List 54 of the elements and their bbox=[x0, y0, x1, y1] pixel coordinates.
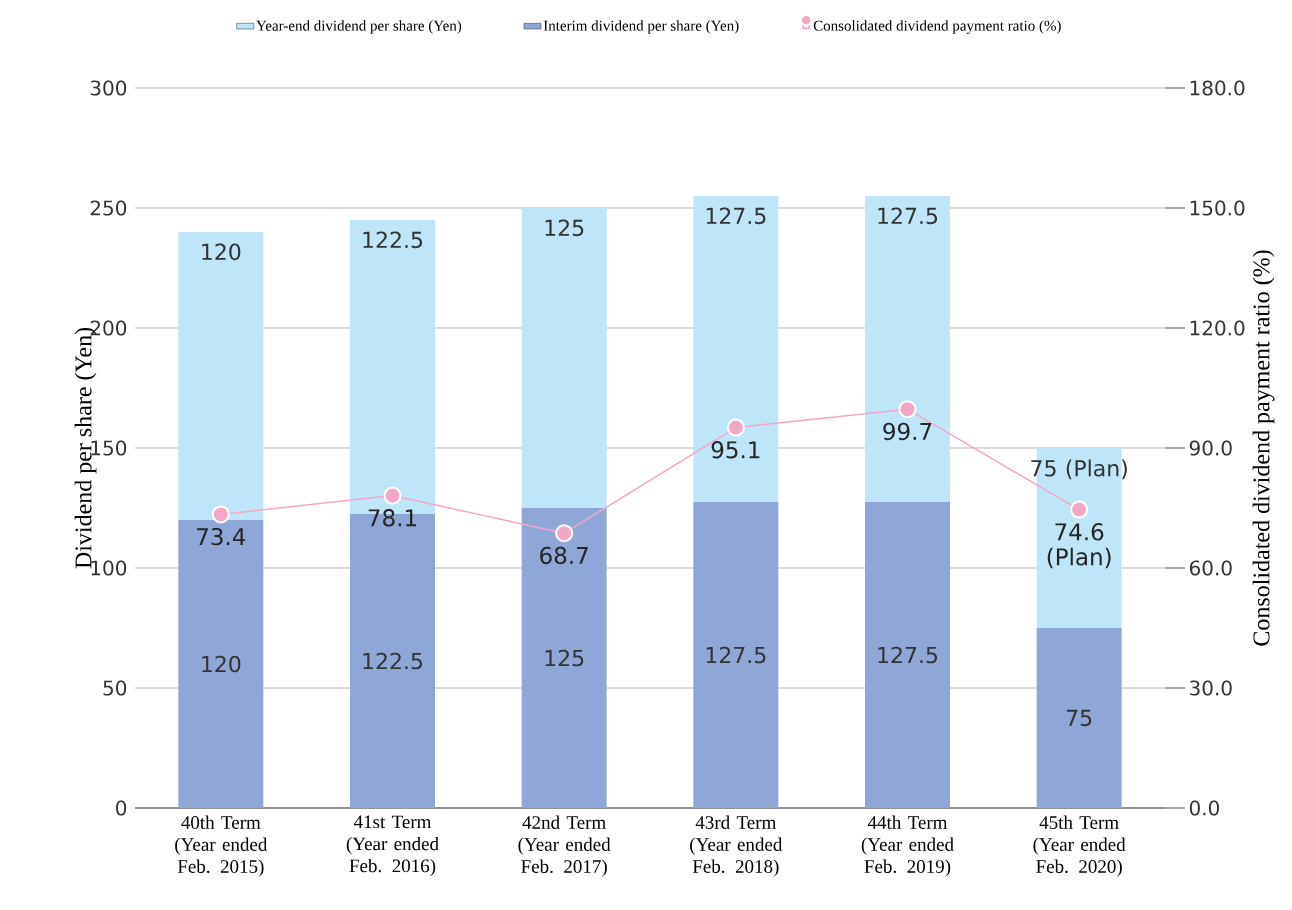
x-tick-label: 42nd Term (Year ended Feb. 2017) bbox=[518, 815, 611, 877]
y-tick-label: 300 bbox=[90, 80, 127, 96]
data-label: 127.5 bbox=[706, 207, 766, 225]
point bbox=[555, 524, 574, 543]
bar bbox=[693, 195, 779, 502]
y2-tick-label: 0.0 bbox=[1189, 800, 1219, 816]
data-label: 75 bbox=[1066, 709, 1092, 727]
legend-label: Year-end dividend per share (Yen) bbox=[256, 20, 462, 34]
x-tick-label: 40th Term (Year ended Feb. 2015) bbox=[175, 815, 268, 877]
bar bbox=[521, 508, 607, 808]
data-label: 120 bbox=[202, 243, 241, 261]
data-label: 127.5 bbox=[706, 646, 766, 664]
data-label: 78.1 bbox=[368, 509, 416, 527]
y-tick-label: 250 bbox=[90, 200, 127, 216]
bar bbox=[178, 520, 264, 808]
data-label: 120 bbox=[202, 655, 241, 673]
bar bbox=[864, 195, 950, 502]
data-label: 127.5 bbox=[878, 646, 938, 664]
x-tick-label: 44th Term (Year ended Feb. 2019) bbox=[861, 815, 954, 877]
data-label: 75 (Plan) bbox=[1031, 459, 1127, 480]
x-tick-label: 45th Term (Year ended Feb. 2020) bbox=[1033, 815, 1126, 877]
legend-label: Interim dividend per share (Yen) bbox=[543, 20, 739, 34]
y2-tick-label: 120.0 bbox=[1190, 320, 1245, 336]
point bbox=[211, 505, 230, 524]
y2-tick-label: 180.0 bbox=[1190, 80, 1245, 96]
legend-label: Consolidated dividend payment ratio (%) bbox=[813, 20, 1061, 34]
y2-tick-label: 30.0 bbox=[1190, 680, 1232, 696]
data-label: 125 bbox=[545, 219, 584, 237]
point bbox=[383, 486, 402, 505]
bar bbox=[178, 232, 264, 520]
bar bbox=[521, 207, 607, 508]
data-label: 125 bbox=[545, 649, 584, 667]
y-tick-label: 50 bbox=[103, 680, 127, 696]
data-label: 122.5 bbox=[363, 652, 423, 670]
data-label: 99.7 bbox=[883, 422, 932, 441]
y2-tick-label: 150.0 bbox=[1190, 200, 1245, 216]
y2-axis-title: Consolidated dividend payment ratio (%) bbox=[1252, 250, 1275, 646]
data-label: 127.5 bbox=[878, 207, 938, 225]
x-tick-label: 43rd Term (Year ended Feb. 2018) bbox=[690, 815, 783, 877]
data-label: 122.5 bbox=[363, 231, 423, 249]
point bbox=[726, 418, 745, 437]
bar bbox=[1036, 628, 1122, 808]
point bbox=[1070, 500, 1089, 519]
x-tick-label: 41st Term (Year ended Feb. 2016) bbox=[346, 815, 439, 877]
bar bbox=[864, 502, 950, 808]
point bbox=[898, 400, 917, 419]
data-label: 74.6 (Plan) bbox=[1047, 523, 1111, 569]
bar bbox=[693, 502, 779, 808]
data-label: 95.1 bbox=[711, 441, 760, 459]
y2-tick-label: 90.0 bbox=[1189, 440, 1232, 456]
data-label: 68.7 bbox=[540, 546, 588, 565]
y-tick-label: 0 bbox=[116, 800, 127, 816]
y2-tick-label: 60.0 bbox=[1189, 560, 1232, 576]
data-label: 73.4 bbox=[197, 527, 246, 546]
